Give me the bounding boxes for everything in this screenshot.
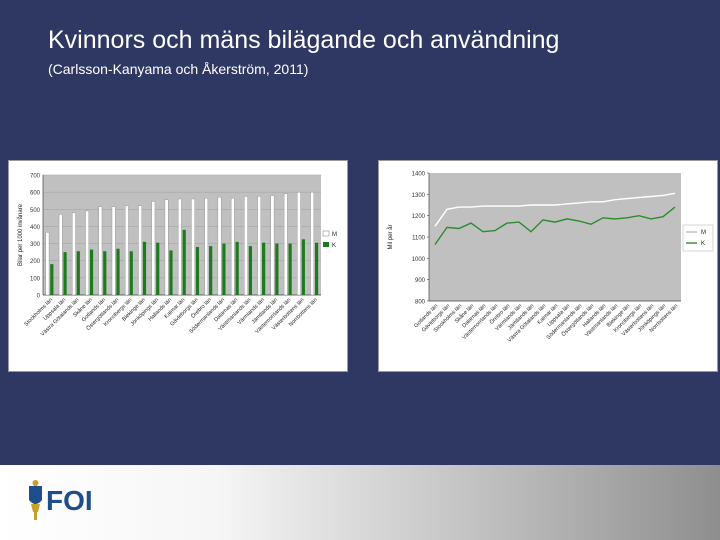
bar-men bbox=[191, 198, 195, 296]
bar-women bbox=[156, 242, 160, 295]
bar-women bbox=[288, 243, 292, 295]
y-tick-label: 700 bbox=[30, 174, 41, 180]
bar-men bbox=[111, 206, 116, 296]
bar-men bbox=[98, 206, 103, 296]
plot-area bbox=[43, 175, 321, 295]
line-chart-panel: 800 900 1000 1100 1200 1300 1400 Mil per år Gotl… bbox=[378, 160, 718, 372]
series-line-women bbox=[434, 206, 676, 245]
series-line-men bbox=[434, 192, 676, 227]
bar-men bbox=[257, 196, 261, 296]
y-tick-label: 900 bbox=[415, 278, 426, 284]
bar-men bbox=[310, 191, 314, 296]
y-axis-label: Mil per år bbox=[387, 224, 394, 249]
logo-text: FOI bbox=[46, 485, 93, 516]
bar-men bbox=[164, 199, 169, 296]
bar-women bbox=[209, 246, 213, 295]
bar-chart-panel: 0 100 200 300 400 500 600 700 Bilar per 1000 inv… bbox=[8, 160, 348, 372]
bar-women bbox=[142, 241, 147, 295]
bar-men bbox=[270, 195, 275, 296]
y-tick-label: 100 bbox=[30, 276, 41, 282]
y-tick-label: 1300 bbox=[412, 193, 426, 199]
bar-women bbox=[262, 242, 266, 295]
y-tick-label: 1000 bbox=[412, 257, 426, 263]
y-tick-label: 1200 bbox=[412, 214, 426, 220]
footer-band bbox=[0, 465, 720, 540]
legend-label-men: M bbox=[332, 232, 337, 238]
bar-women bbox=[275, 243, 279, 295]
y-tick-label: 1100 bbox=[412, 236, 426, 242]
bar-men bbox=[244, 196, 248, 296]
bar-women bbox=[103, 251, 107, 295]
bar-men bbox=[85, 210, 89, 296]
bar-men bbox=[125, 205, 129, 296]
bar-men bbox=[231, 197, 235, 296]
legend-box bbox=[682, 224, 714, 252]
plot-area bbox=[429, 173, 681, 301]
bar-women bbox=[76, 251, 80, 295]
bar-women bbox=[314, 242, 319, 295]
bar-women bbox=[89, 249, 94, 295]
bar-women bbox=[195, 247, 200, 295]
y-tick-label: 200 bbox=[30, 259, 41, 265]
legend-swatch-women bbox=[323, 242, 329, 247]
bar-men bbox=[178, 198, 182, 296]
y-tick-label: 800 bbox=[415, 300, 426, 306]
y-tick-label: 0 bbox=[37, 294, 41, 300]
y-tick-label: 400 bbox=[30, 225, 41, 231]
bar-women bbox=[116, 248, 120, 295]
y-axis-label: Bilar per 1000 invånare bbox=[17, 203, 24, 266]
bar-women bbox=[169, 250, 173, 295]
bar-men bbox=[58, 214, 63, 296]
bar-women bbox=[301, 239, 305, 295]
bar-men bbox=[283, 193, 288, 296]
bar-chart: 0 100 200 300 400 500 600 700 Bilar per 1000 inv… bbox=[17, 174, 337, 338]
y-tick-label: 500 bbox=[30, 208, 41, 214]
bar-women bbox=[222, 243, 226, 295]
bar-women bbox=[248, 246, 252, 295]
bar-women bbox=[129, 251, 133, 295]
legend-swatch-men bbox=[322, 230, 330, 237]
legend-label-women: K bbox=[701, 241, 705, 247]
slide-title: Kvinnors och mäns bilägande och användni… bbox=[48, 26, 560, 54]
legend-label-women: K bbox=[332, 243, 336, 249]
bar-women bbox=[50, 264, 54, 295]
bar-women bbox=[63, 252, 67, 295]
y-tick-label: 1400 bbox=[412, 172, 426, 178]
slide-subtitle: (Carlsson-Kanyama och Åkerström, 2011) bbox=[48, 61, 309, 77]
bar-men bbox=[297, 191, 301, 296]
bar-women bbox=[235, 241, 239, 295]
y-tick-label: 600 bbox=[30, 191, 41, 197]
crest-icon bbox=[29, 480, 42, 520]
bar-men bbox=[45, 232, 50, 296]
bar-men bbox=[138, 205, 142, 296]
bar-men bbox=[151, 201, 156, 296]
legend-label-men: M bbox=[701, 230, 706, 236]
bar-men bbox=[204, 197, 209, 296]
bar-women bbox=[182, 229, 186, 295]
y-tick-label: 300 bbox=[30, 242, 41, 248]
bar-men bbox=[217, 197, 222, 296]
foi-logo: FOI bbox=[29, 480, 93, 520]
bar-men bbox=[72, 212, 76, 296]
